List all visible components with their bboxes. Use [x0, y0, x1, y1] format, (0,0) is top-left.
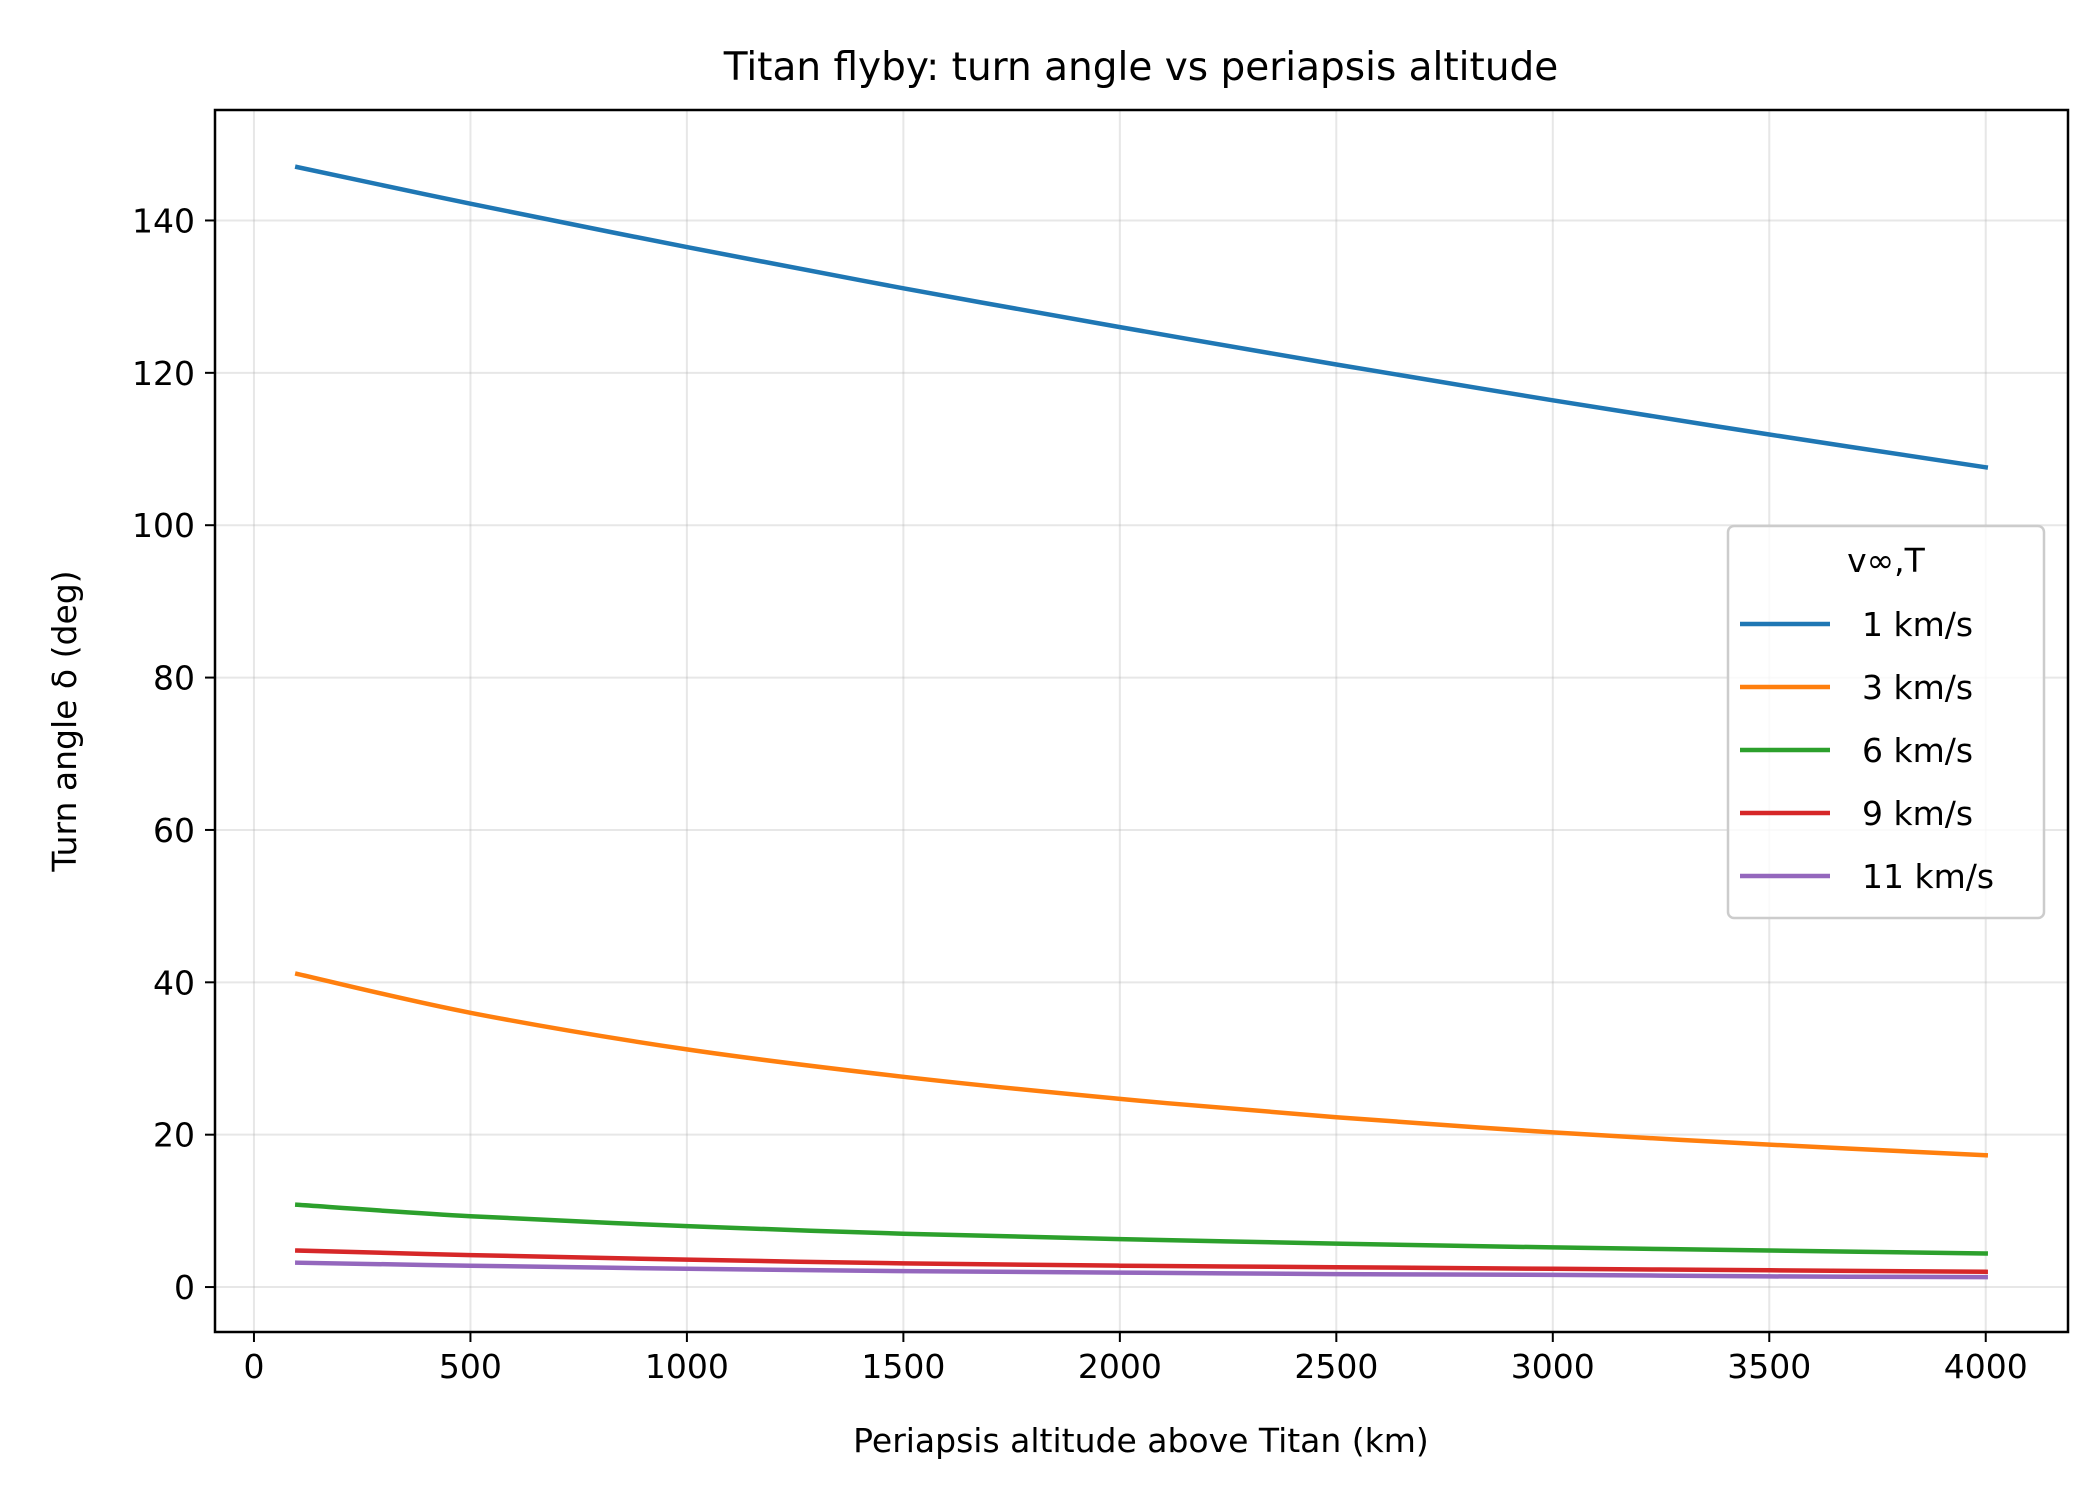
x-tick-label: 1000: [645, 1347, 729, 1386]
x-axis-label: Periapsis altitude above Titan (km): [853, 1421, 1429, 1460]
y-tick-label: 80: [153, 659, 195, 698]
y-tick-label: 20: [153, 1116, 195, 1155]
y-axis-label: Turn angle δ (deg): [45, 570, 84, 872]
x-tick-label: 3000: [1511, 1347, 1595, 1386]
y-tick-label: 60: [153, 811, 195, 850]
x-tick-label: 2000: [1078, 1347, 1162, 1386]
y-tick-label: 140: [132, 201, 195, 240]
x-tick-label: 1500: [861, 1347, 945, 1386]
chart-title: Titan flyby: turn angle vs periapsis alt…: [723, 45, 1559, 90]
y-axis-ticks: 0 20 40 60 80 100 120 140: [132, 201, 215, 1307]
x-tick-label: 2500: [1294, 1347, 1378, 1386]
y-tick-label: 120: [132, 354, 195, 393]
y-tick-label: 40: [153, 963, 195, 1002]
legend-label-3-km-s: 3 km/s: [1862, 668, 1973, 707]
legend-label-9-km-s: 9 km/s: [1862, 794, 1973, 833]
y-tick-label: 100: [132, 506, 195, 545]
grid: [215, 110, 2068, 1332]
x-axis-ticks: 0 500 1000 1500 2000 2500 3000 3500 4000: [243, 1332, 2028, 1386]
legend-label-1-km-s: 1 km/s: [1862, 605, 1973, 644]
x-tick-label: 3500: [1727, 1347, 1811, 1386]
series-line-11-km-s: [295, 1260, 1988, 1280]
series-line-3-km-s: [294, 971, 1989, 1158]
legend-label-11-km-s: 11 km/s: [1862, 857, 1994, 896]
x-tick-label: 4000: [1944, 1347, 2028, 1386]
series-line-1-km-s: [294, 164, 1989, 470]
series-line-6-km-s: [294, 1202, 1988, 1256]
series-line-9-km-s: [294, 1248, 1988, 1275]
x-tick-label: 500: [439, 1347, 502, 1386]
series-lines: [294, 164, 1989, 1280]
x-tick-label: 0: [243, 1347, 264, 1386]
legend-label-6-km-s: 6 km/s: [1862, 731, 1973, 770]
plot-area-frame: [213, 108, 2070, 1334]
legend-title: v∞,T: [1847, 541, 1926, 580]
legend: v∞,T 1 km/s 3 km/s 6 km/s 9 km/s 11 km/s: [1726, 524, 2046, 920]
y-tick-label: 0: [174, 1268, 195, 1307]
legend-entries: 1 km/s 3 km/s 6 km/s 9 km/s 11 km/s: [1740, 605, 1994, 896]
